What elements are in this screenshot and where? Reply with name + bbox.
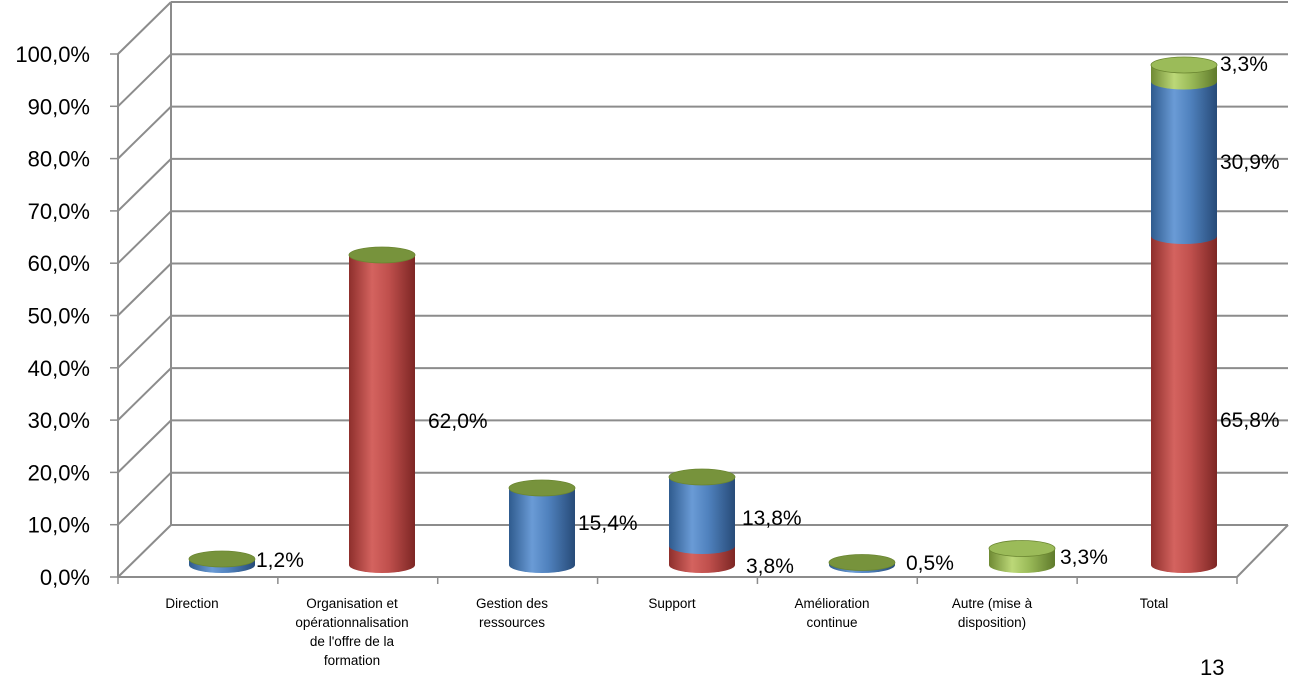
- data-label: 0,5%: [906, 552, 954, 575]
- bar-6: [1150, 56, 1218, 573]
- bar-top-0: [188, 550, 256, 568]
- x-tick-label: Support: [648, 596, 696, 611]
- bar-1: [348, 246, 416, 573]
- gridline-diagonal: [117, 105, 172, 160]
- bar-0: [188, 550, 256, 573]
- y-tick-label: 60,0%: [28, 251, 90, 276]
- bar-top-4: [828, 554, 896, 571]
- bar-top-1: [348, 246, 416, 264]
- axes: [110, 2, 1289, 584]
- x-tick-label: Organisation et opérationnalisation de l'o…: [295, 596, 408, 668]
- x-tick-label: Amélioration continue: [794, 596, 869, 630]
- gridline-diagonal: [117, 1, 172, 55]
- data-labels: 1,2% 62,0% 15,4% 13,8% 3,8% 0,5% 3,3% 3,3% 30,9%…: [256, 53, 1280, 578]
- x-tick-labels: Direction Organisation et opérationnalisat…: [165, 596, 1168, 668]
- bar-5: [988, 540, 1056, 573]
- bar-segment-6-1: [1151, 81, 1217, 244]
- y-tick-label: 40,0%: [28, 356, 90, 381]
- y-tick-label: 70,0%: [28, 199, 90, 224]
- y-tick-label: 100,0%: [15, 42, 90, 67]
- x-tick-label: Autre (mise à disposition): [952, 596, 1033, 630]
- gridline-diagonal: [117, 524, 172, 578]
- floor-right-edge: [1236, 524, 1289, 578]
- gridline-diagonal: [117, 367, 172, 421]
- y-tick-labels: 0,0% 10,0% 20,0% 30,0% 40,0% 50,0% 60,0% 70,0% 8…: [15, 42, 90, 590]
- data-label: 15,4%: [578, 512, 638, 535]
- gridline-diagonal: [117, 158, 172, 212]
- gridline-diagonal: [117, 210, 172, 264]
- gridline-diagonal: [117, 53, 172, 108]
- bar-top-5: [988, 540, 1056, 557]
- bar-segment-3-1: [669, 477, 735, 554]
- y-tick-label: 0,0%: [40, 565, 90, 590]
- y-tick-label: 80,0%: [28, 147, 90, 172]
- bar-segment-6-0: [1151, 236, 1217, 573]
- data-label: 13,8%: [742, 507, 802, 530]
- bars: [188, 56, 1218, 573]
- data-label: 3,3%: [1060, 546, 1108, 569]
- gridline-diagonal: [117, 419, 172, 474]
- bar-4: [828, 554, 896, 573]
- x-tick-label: Direction: [165, 596, 218, 611]
- data-label: 62,0%: [428, 410, 488, 433]
- data-label: 1,2%: [256, 549, 304, 572]
- bar-3: [668, 468, 736, 573]
- data-label: 30,9%: [1220, 151, 1280, 174]
- bar-top-3: [668, 468, 736, 486]
- gridline-diagonal: [117, 262, 172, 317]
- bar-top-6: [1150, 56, 1218, 74]
- gridline-diagonal: [117, 315, 172, 369]
- y-tick-label: 90,0%: [28, 94, 90, 119]
- page-number: 13: [1200, 655, 1224, 679]
- data-label: 3,8%: [746, 555, 794, 578]
- y-tick-label: 20,0%: [28, 460, 90, 485]
- y-tick-label: 10,0%: [28, 513, 90, 538]
- data-label: 3,3%: [1220, 53, 1268, 76]
- y-tick-label: 50,0%: [28, 304, 90, 329]
- data-label: 65,8%: [1220, 409, 1280, 432]
- bar-top-2: [508, 479, 576, 497]
- bar-2: [508, 479, 576, 573]
- x-tick-label: Gestion des ressources: [476, 596, 548, 630]
- x-tick-label: Total: [1140, 596, 1169, 611]
- gridline-diagonal: [117, 471, 172, 526]
- bar-segment-1-0: [349, 255, 415, 573]
- y-tick-label: 30,0%: [28, 408, 90, 433]
- bar-segment-2-1: [509, 488, 575, 573]
